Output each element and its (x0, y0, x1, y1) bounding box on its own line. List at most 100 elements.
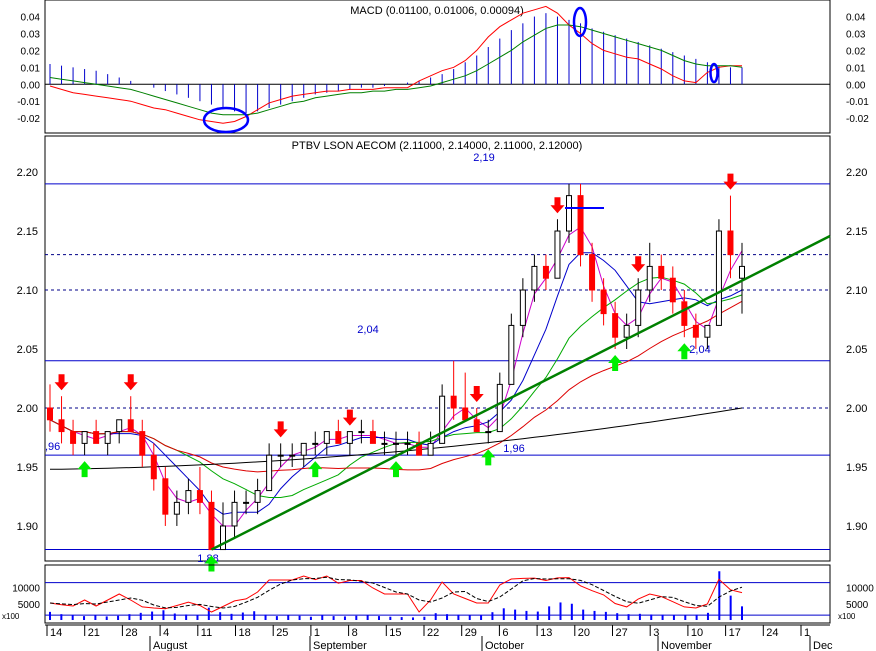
price-tick-label: 2.20 (17, 167, 38, 179)
volume-bar (695, 614, 698, 620)
candle-body (473, 419, 480, 433)
volume-tick-label: x100 (838, 612, 856, 621)
price-panel: PTBV LSON AECOM (2.11000, 2.14000, 2.110… (17, 135, 867, 572)
candle-body (185, 490, 192, 503)
volume-bar (389, 616, 392, 620)
volume-bar (94, 615, 97, 620)
macd-tick-label: 0.01 (21, 63, 41, 74)
candle-body (542, 265, 549, 279)
macd-tick-label: -0.01 (846, 97, 869, 108)
uptrend-line (210, 234, 831, 551)
candle-body (127, 419, 134, 433)
volume-bar (71, 615, 74, 620)
macd-tick-label: -0.01 (17, 97, 40, 108)
candle-body (173, 501, 180, 515)
macd-tick-label: 0.01 (846, 63, 866, 74)
price-tick-label: 2.00 (17, 403, 38, 415)
volume-bar (60, 614, 63, 620)
macd-tick-label: 0.02 (846, 46, 866, 57)
volume-bar (536, 611, 539, 620)
candle-body (335, 431, 342, 444)
x-tick-label: 25 (276, 627, 288, 639)
volume-bar (355, 615, 358, 620)
price-tick-label: 1.90 (17, 521, 38, 533)
candle-body (635, 289, 642, 326)
volume-bar (423, 616, 426, 620)
candlesticks (47, 183, 745, 551)
x-tick-label: 20 (578, 627, 590, 639)
volume-bar (321, 615, 324, 620)
candle-body (220, 525, 226, 551)
candle-body (554, 230, 561, 279)
price-tick-label: 2.05 (846, 344, 867, 356)
candle-body (519, 289, 526, 326)
x-tick-label: 29 (465, 627, 477, 639)
volume-tick-label: 10000 (846, 584, 874, 595)
level-label: 1,96 (503, 443, 524, 455)
volume-bar (196, 615, 199, 620)
candle-body (612, 313, 619, 338)
macd-panel: MACD (0.01100, 0.01006, 0.00094) 0.040.0… (17, 0, 869, 134)
candle-body (404, 442, 411, 445)
candle-body (681, 301, 688, 326)
x-tick-label: 4 (163, 627, 169, 639)
volume-tick-label: 5000 (18, 600, 41, 611)
candle-body (254, 490, 261, 503)
candle-body (289, 454, 296, 457)
volume-bar (616, 613, 619, 620)
macd-tick-label: -0.02 (846, 114, 869, 125)
volume-bar (275, 616, 278, 620)
volume-bar (139, 612, 142, 620)
candle-body (277, 454, 284, 457)
candle-body (266, 454, 273, 492)
volume-bar (434, 613, 437, 620)
candle-body (427, 442, 434, 456)
buy-arrow-icon (608, 355, 623, 371)
price-tick-label: 2.20 (846, 167, 867, 179)
macd-tick-label: 0.00 (846, 80, 866, 91)
sell-arrow-icon (723, 173, 738, 190)
volume-bar (468, 615, 471, 620)
candle-body (439, 395, 446, 444)
volume-bar (128, 614, 131, 620)
candle-body (81, 431, 88, 444)
price-tick-label: 1.95 (846, 462, 867, 474)
candle-body (312, 442, 319, 445)
volume-bar (162, 610, 165, 620)
volume-bar (638, 613, 641, 620)
volume-bar (661, 614, 664, 620)
x-tick-label: 14 (50, 627, 62, 639)
volume-bar (309, 616, 312, 620)
candle-body (692, 324, 699, 338)
volume-bars (49, 571, 743, 620)
volume-bar (741, 606, 743, 620)
volume-bar (332, 616, 335, 620)
volume-bar (548, 606, 551, 620)
macd-line-signal (49, 24, 743, 116)
buy-arrow-icon (389, 461, 403, 478)
candle-body (93, 431, 100, 444)
volume-bar (718, 571, 721, 620)
volume-tick-label: x100 (2, 612, 20, 621)
month-label: September (313, 640, 367, 651)
candle-body (58, 419, 65, 433)
volume-bar (343, 616, 346, 620)
price-frame (44, 135, 831, 562)
candle-body (116, 419, 123, 433)
candle-body (323, 431, 330, 444)
candle-body (450, 395, 457, 409)
volume-bar (457, 614, 460, 620)
buy-arrow-icon (77, 461, 92, 478)
macd-tick-label: 0.00 (21, 80, 41, 91)
x-tick-label: 24 (766, 627, 778, 639)
candle-body (485, 431, 492, 434)
stochastic-k-line (49, 575, 743, 613)
volume-bar (604, 611, 607, 620)
month-label: August (153, 640, 187, 651)
macd-tick-label: 0.03 (21, 29, 41, 40)
candle-body (381, 442, 388, 445)
macd-tick-label: -0.02 (17, 114, 40, 125)
trendline (210, 234, 831, 551)
